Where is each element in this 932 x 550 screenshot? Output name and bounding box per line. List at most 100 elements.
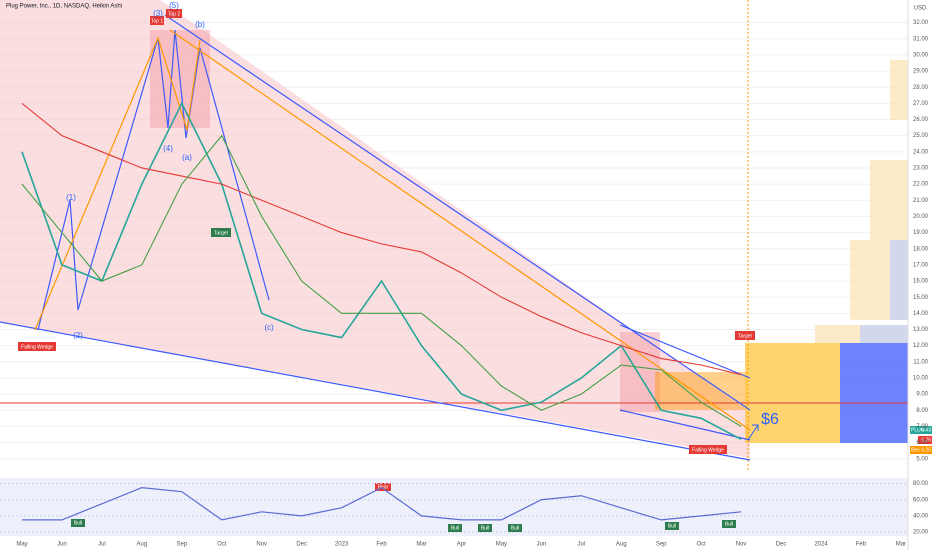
y-tick-label: 32.00 xyxy=(913,20,929,26)
x-tick-label: Jul xyxy=(577,542,585,548)
price-tag xyxy=(918,436,932,444)
y-tick-label: 10.00 xyxy=(913,376,929,382)
y-tick-label: 28.00 xyxy=(913,85,929,91)
y-tick-label: 31.00 xyxy=(913,36,929,42)
y-tick-label: 29.00 xyxy=(913,69,929,75)
x-tick-label: May xyxy=(496,542,507,548)
price-second: 6.26 xyxy=(921,437,931,443)
rsi-line xyxy=(22,486,742,521)
annotation: (a) xyxy=(182,153,192,162)
annotation: Top 1 xyxy=(151,18,163,24)
x-tick-label: Sep xyxy=(656,542,667,548)
title: Plug Power, Inc., 1D, NASDAQ, Heikin Ash… xyxy=(6,4,122,10)
tag-bg xyxy=(665,522,679,530)
x-tick-label: Jun xyxy=(537,542,547,548)
series-line xyxy=(21,134,742,427)
y-tick-label: 6.00 xyxy=(916,440,928,446)
y-tick-label: 23.00 xyxy=(913,166,929,172)
x-tick-label: Aug xyxy=(137,542,148,548)
x-tick-label: Oct xyxy=(696,542,706,548)
currency: USD xyxy=(914,6,927,12)
annotation: Falling Wedge xyxy=(21,344,53,350)
trendlines xyxy=(0,14,751,461)
zigzag xyxy=(34,29,751,431)
annotation: Bull xyxy=(668,523,676,529)
y-tick-label: 20.00 xyxy=(913,214,929,220)
price-last: 6.43 xyxy=(921,427,931,433)
y-tick-label: 15.00 xyxy=(913,295,929,301)
y-tick-label: 11.00 xyxy=(913,359,928,365)
price-tag xyxy=(910,426,932,434)
x-tick-label: Aug xyxy=(616,542,627,548)
y-tick-label: 13.00 xyxy=(913,327,929,333)
x-tick-label: Oct xyxy=(217,542,227,548)
y-tick-label: 14.00 xyxy=(913,311,929,317)
price-third: 6.25 xyxy=(921,447,931,453)
price-third-name: Bev xyxy=(911,447,920,453)
x-tick-label: 2024 xyxy=(814,542,828,548)
rsi-tick-label: 60.00 xyxy=(913,497,929,503)
annotation: Target xyxy=(214,230,229,236)
tag-bg xyxy=(150,16,164,25)
x-tick-label: Nov xyxy=(736,542,747,548)
y-tick-label: 27.00 xyxy=(913,101,929,107)
tag-bg xyxy=(735,331,755,340)
y-tick-label: 19.00 xyxy=(913,230,929,236)
annotation: Top 2 xyxy=(168,11,180,17)
annotation: Bull xyxy=(511,525,519,531)
annotation: (1) xyxy=(66,193,76,202)
annotation: Bull xyxy=(451,525,459,531)
x-tick-label: Mar xyxy=(416,542,426,548)
y-tick-label: 26.00 xyxy=(913,117,929,123)
annotation: Bull xyxy=(74,520,82,526)
rsi-tick-label: 20.00 xyxy=(913,530,929,536)
y-tick-label: 8.00 xyxy=(916,408,928,414)
annotation: Falling Wedge xyxy=(692,447,724,453)
y-tick-label: 24.00 xyxy=(913,149,929,155)
price-symbol: PLUG xyxy=(911,427,925,433)
volume-profile xyxy=(745,60,908,443)
y-tick-label: 7.00 xyxy=(916,424,928,430)
x-tick-label: Feb xyxy=(856,542,867,548)
x-tick-label: Sep xyxy=(176,542,187,548)
annotation: Bull xyxy=(481,525,489,531)
annotation: (5) xyxy=(169,1,179,10)
y-tick-label: 5.00 xyxy=(916,456,928,462)
annotation: (4) xyxy=(163,144,173,153)
y-tick-label: 12.00 xyxy=(913,343,929,349)
tag-bg xyxy=(722,520,736,528)
box xyxy=(655,372,747,410)
tag-bg xyxy=(375,483,391,491)
x-tick-label: 2023 xyxy=(335,542,349,548)
annotation: $6 xyxy=(761,411,779,428)
annotation: Bull xyxy=(725,521,733,527)
x-tick-label: Jun xyxy=(57,542,67,548)
x-tick-label: Mar xyxy=(896,542,906,548)
x-tick-label: Dec xyxy=(296,542,307,548)
tag-bg xyxy=(18,342,56,351)
x-tick-label: Nov xyxy=(256,542,267,548)
tag-bg xyxy=(689,445,727,454)
annotation: (b) xyxy=(195,20,205,29)
tag-bg xyxy=(508,524,522,532)
y-tick-label: 9.00 xyxy=(916,392,928,398)
arrow xyxy=(747,424,759,441)
tag-bg xyxy=(166,9,182,18)
tag-bg xyxy=(71,519,85,527)
y-tick-label: 18.00 xyxy=(913,246,929,252)
rsi-tick-label: 40.00 xyxy=(913,513,929,519)
tag-bg xyxy=(478,524,492,532)
price-tag xyxy=(910,446,932,454)
series-line xyxy=(21,102,742,376)
x-tick-label: Feb xyxy=(376,542,387,548)
y-tick-label: 16.00 xyxy=(913,279,929,285)
rsi-tick-label: 80.00 xyxy=(913,481,929,487)
annotation: (3) xyxy=(153,9,163,18)
annotation: Bear xyxy=(378,484,389,490)
annotation: Target xyxy=(738,333,753,339)
tag-bg xyxy=(448,524,462,532)
y-tick-label: 21.00 xyxy=(913,198,929,204)
y-tick-label: 25.00 xyxy=(913,133,929,139)
x-tick-label: Apr xyxy=(457,542,466,548)
